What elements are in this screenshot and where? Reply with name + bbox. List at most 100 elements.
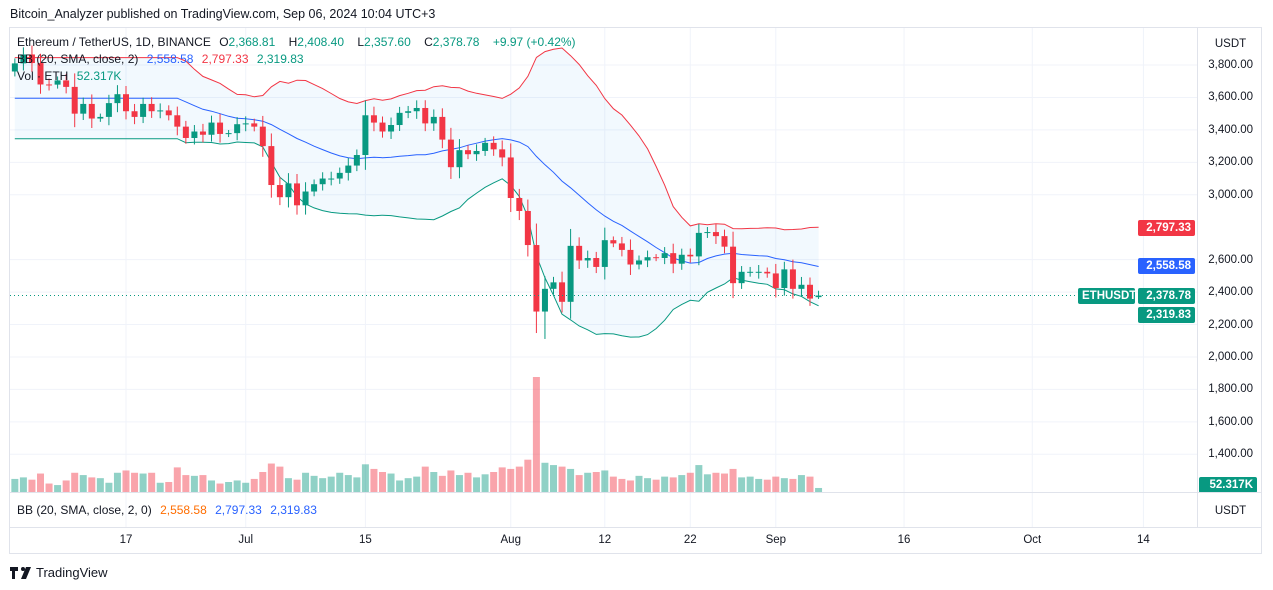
volume-bar bbox=[216, 483, 224, 492]
volume-value: 52.317K bbox=[76, 69, 122, 83]
candle-body bbox=[653, 257, 660, 259]
candle-body bbox=[798, 284, 805, 289]
candle-body bbox=[576, 245, 583, 261]
volume-bar bbox=[721, 473, 728, 492]
symbol-title[interactable]: Ethereum / TetherUS, 1D, BINANCE bbox=[17, 35, 211, 49]
publish-info: Bitcoin_Analyzer published on TradingVie… bbox=[10, 7, 436, 21]
candle-body bbox=[482, 142, 489, 151]
time-tick-label: 15 bbox=[358, 534, 372, 546]
volume-bar bbox=[490, 472, 498, 492]
volume-bar bbox=[746, 476, 754, 492]
volume-bar bbox=[259, 472, 267, 492]
pane-divider[interactable] bbox=[10, 492, 1262, 493]
candle-body bbox=[276, 185, 283, 198]
volume-bar bbox=[447, 470, 455, 492]
volume-bar bbox=[165, 482, 173, 492]
volume-bar bbox=[524, 459, 532, 492]
volume-bar bbox=[652, 479, 660, 492]
bb-upper-line bbox=[14, 47, 819, 231]
candle-body bbox=[807, 284, 813, 299]
time-tick-label: 16 bbox=[897, 534, 911, 546]
volume-bar bbox=[464, 472, 472, 492]
candle-body bbox=[413, 107, 420, 112]
candle-body bbox=[516, 198, 523, 211]
price-tick-label: 2,200.00 bbox=[1208, 318, 1253, 331]
bb-lower-line bbox=[14, 138, 819, 338]
bb-pane-unit[interactable]: USDT bbox=[1214, 505, 1247, 517]
candle-body bbox=[747, 271, 754, 273]
volume-bar bbox=[661, 476, 669, 492]
volume-bar bbox=[71, 472, 79, 492]
time-tick-label: Jul bbox=[238, 534, 254, 546]
volume-legend: Vol · ETH 52.317K bbox=[17, 69, 126, 83]
candle-body bbox=[439, 116, 446, 140]
candle-body bbox=[601, 240, 608, 267]
bb-label[interactable]: BB (20, SMA, close, 2) bbox=[17, 52, 139, 66]
candle-body bbox=[524, 210, 531, 246]
price-tick-label: 2,600.00 bbox=[1208, 253, 1253, 266]
candle-body bbox=[208, 122, 215, 135]
last-price-tag: 2,378.78 bbox=[1138, 287, 1195, 304]
volume-tag: 52.317K bbox=[1199, 477, 1257, 493]
volume-bar bbox=[686, 472, 694, 492]
open-value: 2,368.81 bbox=[228, 35, 276, 49]
volume-bar bbox=[541, 462, 549, 492]
currency-unit-label[interactable]: USDT bbox=[1214, 38, 1247, 50]
candle-body bbox=[268, 146, 275, 186]
candle-body bbox=[687, 254, 694, 257]
candle-body bbox=[670, 253, 677, 264]
volume-bar bbox=[284, 478, 292, 492]
volume-label[interactable]: Vol · ETH bbox=[17, 69, 69, 83]
price-tick-label: 2,400.00 bbox=[1208, 286, 1253, 299]
change-value: +9.97 (+0.42%) bbox=[492, 35, 576, 49]
candle-body bbox=[345, 165, 352, 173]
candle-body bbox=[499, 149, 506, 158]
volume-bar bbox=[182, 475, 190, 492]
candle-body bbox=[157, 110, 164, 112]
candle-body bbox=[541, 288, 548, 312]
time-tick-label: Sep bbox=[765, 534, 787, 546]
tradingview-logo[interactable]: TradingView bbox=[10, 565, 108, 580]
bb-legend: BB (20, SMA, close, 2) 2,558.58 2,797.33… bbox=[17, 52, 309, 66]
volume-bar bbox=[618, 478, 626, 492]
volume-bar bbox=[233, 480, 241, 492]
volume-bar bbox=[601, 470, 609, 492]
volume-bar bbox=[507, 468, 515, 492]
volume-bar bbox=[225, 482, 233, 492]
volume-bar bbox=[387, 473, 395, 492]
candle-body bbox=[678, 254, 685, 264]
candle-body bbox=[567, 245, 574, 302]
candle-body bbox=[259, 126, 266, 147]
price-tick-label: 3,200.00 bbox=[1208, 156, 1253, 169]
candle-body bbox=[456, 150, 463, 168]
volume-bar bbox=[755, 478, 763, 492]
candle-body bbox=[362, 115, 369, 156]
candle-body bbox=[165, 110, 172, 116]
volume-bar bbox=[669, 477, 677, 492]
volume-bar bbox=[789, 478, 797, 492]
volume-bar bbox=[738, 477, 746, 492]
volume-bar bbox=[498, 467, 506, 492]
volume-bar bbox=[199, 475, 207, 492]
volume-bar bbox=[105, 482, 113, 492]
candle-body bbox=[28, 54, 35, 64]
tradingview-logo-icon bbox=[10, 566, 31, 579]
candle-body bbox=[311, 184, 318, 192]
candle-body bbox=[20, 54, 27, 64]
volume-bar bbox=[148, 472, 156, 492]
candle-body bbox=[644, 257, 651, 261]
volume-bar bbox=[413, 476, 421, 492]
volume-bar bbox=[379, 472, 386, 492]
chart-frame bbox=[9, 27, 1262, 554]
volume-bar bbox=[695, 465, 703, 492]
low-value: 2,357.60 bbox=[364, 35, 411, 49]
volume-bar bbox=[37, 473, 44, 492]
price-tick-label: 1,400.00 bbox=[1208, 448, 1253, 461]
volume-bar bbox=[703, 474, 711, 492]
bb-pane-label[interactable]: BB (20, SMA, close, 2, 0) bbox=[17, 503, 152, 517]
bb-basis-price-tag: 2,558.58 bbox=[1138, 258, 1195, 275]
volume-bar bbox=[515, 466, 523, 492]
candle-body bbox=[328, 178, 335, 180]
bb-fill bbox=[14, 48, 819, 338]
